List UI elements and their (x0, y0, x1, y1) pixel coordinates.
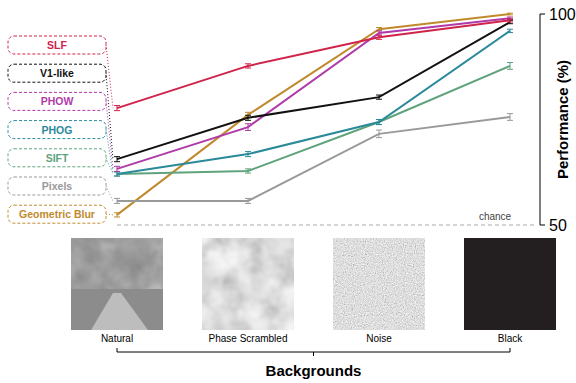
error-bar (507, 63, 513, 70)
bracket (117, 348, 510, 356)
y-tick (540, 14, 545, 15)
legend-leader (106, 214, 113, 216)
legend-label: SIFT (46, 152, 69, 164)
legend-leader (106, 158, 113, 174)
legend-label: PHOG (42, 124, 73, 136)
y-axis (540, 14, 541, 225)
legend-box (8, 36, 106, 54)
error-bar (245, 124, 251, 131)
error-bar (245, 152, 251, 157)
legend-label: Geometric Blur (19, 208, 95, 220)
x-axis-label: Backgrounds (266, 362, 362, 379)
error-bar (507, 114, 513, 121)
thumb-phase (202, 238, 294, 330)
error-bar (114, 166, 120, 171)
x-tick-label: Phase Scrambled (209, 333, 288, 344)
chance-line (117, 225, 536, 226)
legend-leader (106, 45, 113, 108)
thumb-natural (71, 238, 163, 330)
error-bar (507, 29, 513, 32)
error-bar (376, 130, 382, 138)
series-line (117, 117, 510, 201)
series-line (117, 20, 510, 108)
legend-label: Pixels (42, 180, 73, 192)
legend-label: SLF (47, 39, 67, 51)
chance-label: chance (479, 211, 512, 222)
error-bar (245, 198, 251, 203)
legend-leader (106, 101, 113, 168)
error-bar (376, 28, 382, 31)
y-tick-label: 100 (549, 6, 576, 23)
legend-box (8, 149, 106, 167)
series-line (117, 18, 510, 169)
thumb-trees (71, 238, 163, 289)
legend-box (8, 177, 106, 195)
error-bar (114, 198, 120, 203)
x-tick-label: Natural (101, 333, 133, 344)
legend-label: PHOW (41, 95, 74, 107)
error-bar (245, 169, 251, 173)
error-bar (507, 13, 513, 15)
x-tick-label: Black (498, 333, 523, 344)
legend-box (8, 64, 106, 82)
legend-leader (106, 186, 113, 201)
y-tick (540, 225, 545, 226)
legend-label: V1-like (40, 67, 74, 79)
legend-leader (106, 73, 113, 159)
error-bar (245, 64, 251, 68)
error-bar (114, 157, 120, 162)
thumb-noise (333, 238, 425, 330)
legend-box (8, 121, 106, 139)
series-line (117, 66, 510, 174)
error-bar (114, 106, 120, 111)
legend-box (8, 92, 106, 110)
y-axis-label: Performance (%) (554, 60, 571, 179)
y-tick-label: 50 (549, 217, 567, 234)
error-bar (376, 35, 382, 39)
x-tick-label: Noise (366, 333, 392, 344)
error-bar (114, 172, 120, 176)
series-line (117, 14, 510, 215)
error-bar (245, 115, 251, 120)
error-bar (507, 19, 513, 22)
series-line (117, 22, 510, 159)
legend-leader (106, 130, 113, 174)
thumb-black (464, 238, 556, 330)
thumb-path (91, 293, 148, 330)
error-bar (114, 213, 120, 217)
error-bar (376, 95, 382, 99)
legend-box (8, 205, 106, 223)
error-bar (376, 120, 382, 125)
error-bar (376, 31, 382, 35)
